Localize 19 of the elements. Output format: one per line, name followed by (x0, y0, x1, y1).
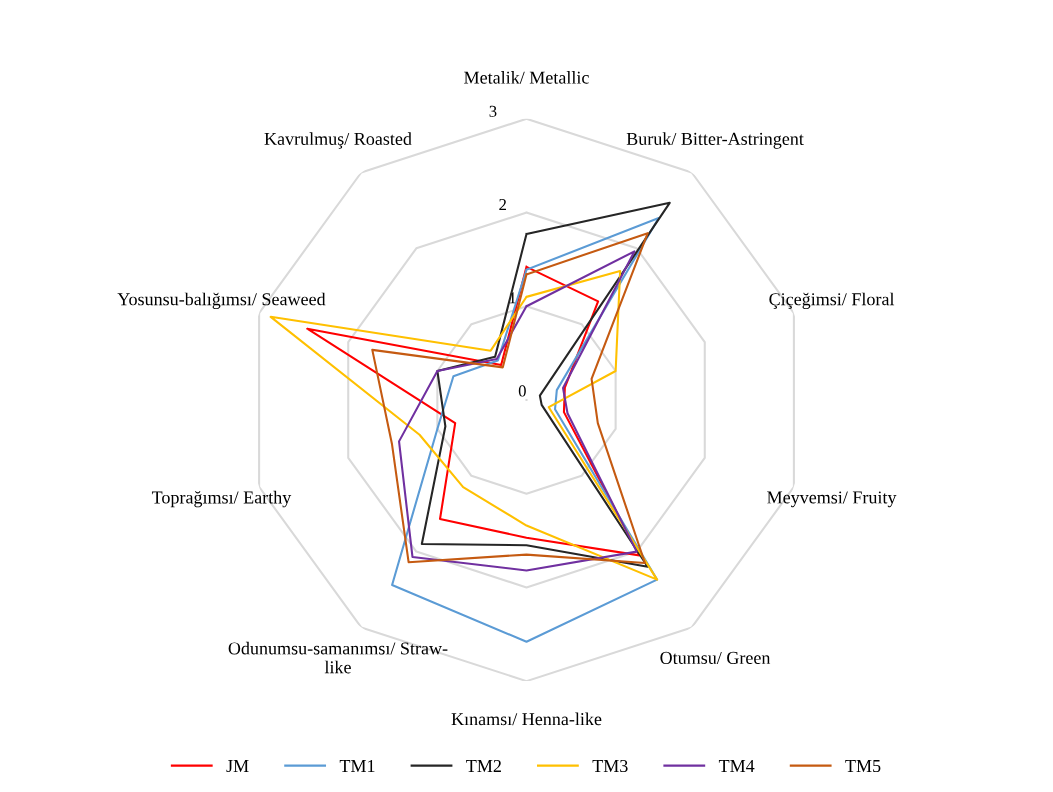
spoke-label: Buruk/ Bitter-Astringent (626, 132, 804, 149)
spoke-label: Kınamsı/ Henna-like (451, 712, 602, 726)
spoke-label: Metalik/ Metallic (464, 71, 589, 84)
legend-label: TM4 (718, 760, 755, 772)
spoke-label: Yosunsu-balığımsı/ Seaweed (117, 292, 326, 310)
legend-label: TM1 (339, 759, 375, 772)
spoke-label: Çiçeğimsi/ Floral (769, 292, 895, 310)
y-tick-label: 2 (499, 198, 506, 210)
legend-label: TM2 (466, 759, 501, 772)
spoke-label: Kavrulmuş/ Roasted (264, 132, 412, 149)
spoke-label: Toprağımsı/ Earthy (151, 490, 292, 508)
legend-label: TM3 (592, 759, 628, 773)
legend-label: JM (226, 760, 249, 773)
spoke-label: Otumsu/ Green (660, 651, 771, 664)
legend-label: TM5 (845, 760, 881, 773)
spoke-label: Meyvemsi/ Fruity (767, 491, 897, 508)
spoke-label: Odunumsu-samanımsı/ Straw- like (228, 641, 448, 674)
y-tick-label: 0 (518, 385, 526, 397)
y-tick-label: 3 (489, 105, 497, 117)
